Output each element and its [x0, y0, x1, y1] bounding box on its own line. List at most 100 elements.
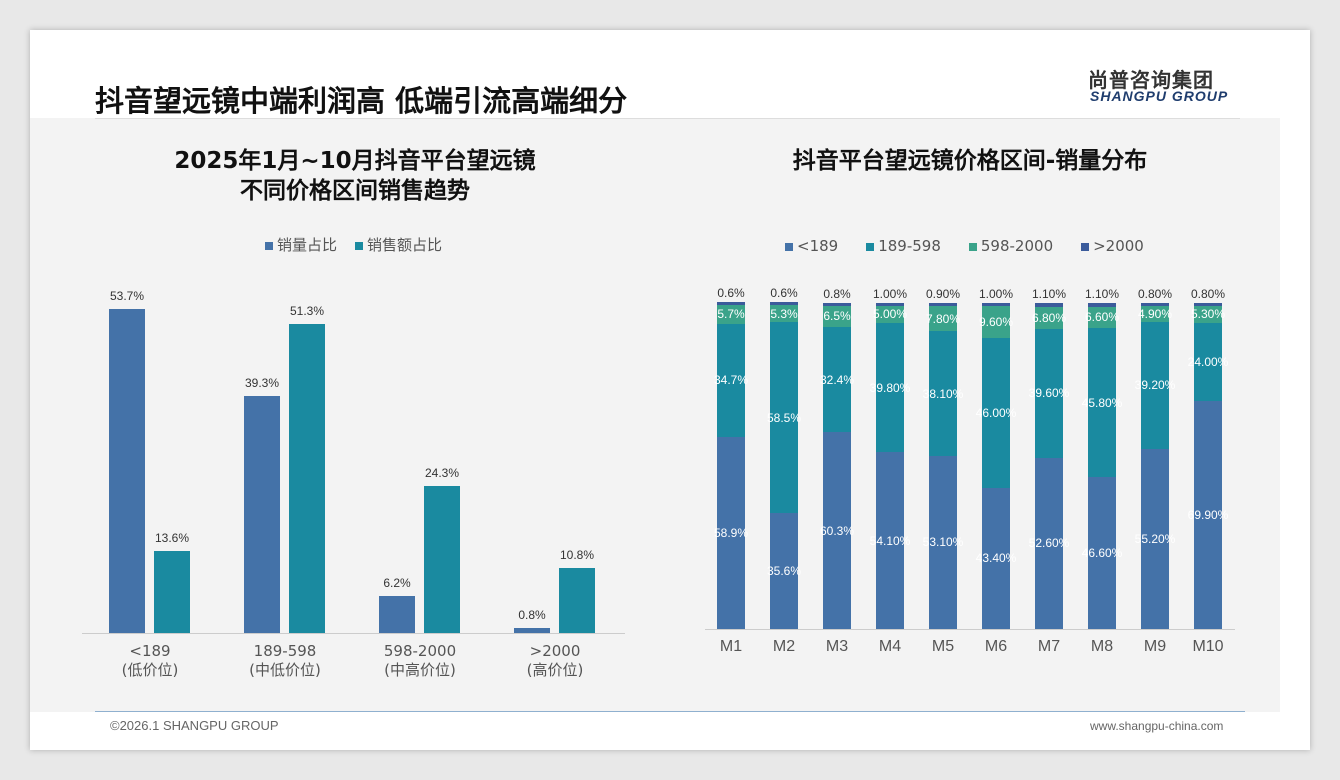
logo-en: SHANGPU GROUP: [1090, 88, 1229, 104]
segment-label: 46.60%: [1081, 546, 1123, 561]
stacked-bar-segment: [982, 487, 1010, 629]
stacked-bar-segment: [1035, 328, 1063, 458]
legend-swatch: [968, 243, 977, 251]
segment-label: 53.10%: [922, 535, 964, 550]
legend-item: 189-598: [866, 237, 941, 255]
segment-label: 6.5%: [823, 309, 851, 324]
stacked-bar-segment: [1141, 449, 1169, 629]
segment-label: 6.80%: [1031, 310, 1067, 325]
left-chart-title-line1: 2025年1月~10月抖音平台望远镜: [174, 148, 536, 174]
left-legend: 销量占比 销售额占比: [265, 234, 442, 255]
stacked-bar-segment: [876, 452, 904, 629]
segment-label: 39.20%: [1134, 378, 1176, 393]
segment-label: 4.90%: [1137, 306, 1173, 321]
stacked-bar-segment: [929, 302, 957, 306]
legend-item: 销量占比: [265, 234, 337, 255]
segment-label: 1.10%: [1084, 287, 1120, 301]
footer-url: www.shangpu-china.com: [1090, 719, 1224, 733]
segment-label: 7.80%: [925, 311, 961, 326]
stacked-bar-segment: [982, 337, 1010, 488]
stacked-bar-segment: [1088, 303, 1116, 307]
x-tick-sublabel: (低价位): [121, 661, 179, 679]
x-tick-label: M2: [772, 638, 796, 655]
segment-label: 45.80%: [1081, 395, 1123, 410]
segment-label: 9.60%: [978, 314, 1014, 329]
data-label: 51.3%: [289, 303, 325, 318]
stacked-bar-segment: [1035, 303, 1063, 307]
stacked-bar-segment: [1194, 305, 1222, 323]
stacked-bar-segment: [717, 301, 745, 305]
stacked-bar-segment: [1035, 457, 1063, 629]
x-tick-label: M8: [1090, 638, 1114, 655]
legend-swatch: [785, 243, 793, 251]
segment-label: 34.7%: [713, 373, 749, 388]
segment-label: 46.00%: [975, 405, 1017, 420]
x-axis: [82, 633, 625, 634]
stacked-bar-segment: [823, 305, 851, 327]
x-tick-sublabel: (中高价位): [384, 661, 456, 679]
x-tick-label: M4: [878, 638, 902, 655]
data-label: 10.8%: [559, 547, 595, 562]
segment-label: 1.10%: [1031, 287, 1067, 301]
legend-item: 销售额占比: [355, 234, 442, 255]
segment-label: 60.3%: [819, 523, 855, 538]
x-tick-label: M9: [1143, 638, 1167, 655]
segment-label: 54.10%: [869, 533, 911, 548]
x-tick-label: M6: [984, 638, 1008, 655]
stacked-bar-segment: [876, 306, 904, 323]
segment-label: 0.8%: [823, 286, 851, 301]
x-tick-label: M5: [931, 638, 955, 655]
legend-item: <189: [785, 237, 838, 255]
stacked-bar-segment: [929, 305, 957, 332]
segment-label: 58.9%: [713, 525, 749, 540]
bar: [109, 309, 145, 633]
legend-label: 销售额占比: [367, 236, 443, 254]
legend-swatch: [1081, 243, 1090, 251]
right-chart-title: 抖音平台望远镜价格区间-销量分布: [792, 148, 1148, 174]
bar: [379, 595, 415, 633]
segment-label: 5.7%: [717, 307, 745, 322]
segment-label: 1.00%: [872, 287, 908, 301]
logo-cn: 尚普咨询集团: [1088, 68, 1214, 92]
stacked-bar-segment: [1194, 401, 1222, 629]
stacked-bar-segment: [929, 331, 957, 456]
right-legend: <189 189-598 598-2000 >2000: [785, 237, 1144, 255]
stacked-bar-segment: [823, 302, 851, 306]
segment-label: 1.00%: [978, 287, 1014, 301]
segment-label: 39.60%: [1028, 386, 1070, 401]
x-tick-label: M3: [825, 638, 849, 655]
stacked-bar-segment: [717, 323, 745, 437]
segment-label: 55.20%: [1134, 532, 1176, 547]
stacked-bar-segment: [929, 455, 957, 629]
stacked-bar-segment: [1088, 328, 1116, 478]
x-tick-sublabel: (高价位): [526, 661, 584, 679]
stacked-bar-segment: [1088, 306, 1116, 329]
legend-swatch: [355, 242, 364, 250]
stacked-bar-segment: [876, 303, 904, 307]
footer-copyright: ©2026.1 SHANGPU GROUP: [110, 718, 279, 733]
bar: [559, 567, 595, 633]
stacked-bar-segment: [770, 322, 798, 513]
stacked-bar-segment: [1088, 477, 1116, 629]
stacked-bar-segment: [823, 432, 851, 629]
left-chart-title: 2025年1月~10月抖音平台望远镜 不同价格区间销售趋势: [120, 146, 590, 206]
segment-label: 6.60%: [1084, 310, 1120, 325]
segment-label: 5.3%: [770, 306, 798, 321]
x-tick-label: M1: [719, 638, 743, 655]
stacked-bar-segment: [876, 322, 904, 453]
x-tick-label: 598-2000: [383, 642, 457, 660]
footer-divider: [95, 711, 1245, 712]
content-panel: [30, 118, 1280, 712]
bar: [514, 628, 550, 633]
bar: [424, 486, 460, 633]
segment-label: 24.00%: [1187, 355, 1229, 369]
bar: [289, 323, 325, 633]
legend-label: <189: [797, 237, 839, 255]
stacked-bar-segment: [823, 326, 851, 433]
x-tick-label: <189: [129, 642, 171, 660]
stacked-bar-segment: [770, 301, 798, 305]
segment-label: 5.00%: [872, 307, 908, 322]
legend-label: 598-2000: [980, 237, 1054, 255]
data-label: 0.8%: [518, 608, 546, 623]
segment-label: 0.6%: [770, 285, 798, 300]
